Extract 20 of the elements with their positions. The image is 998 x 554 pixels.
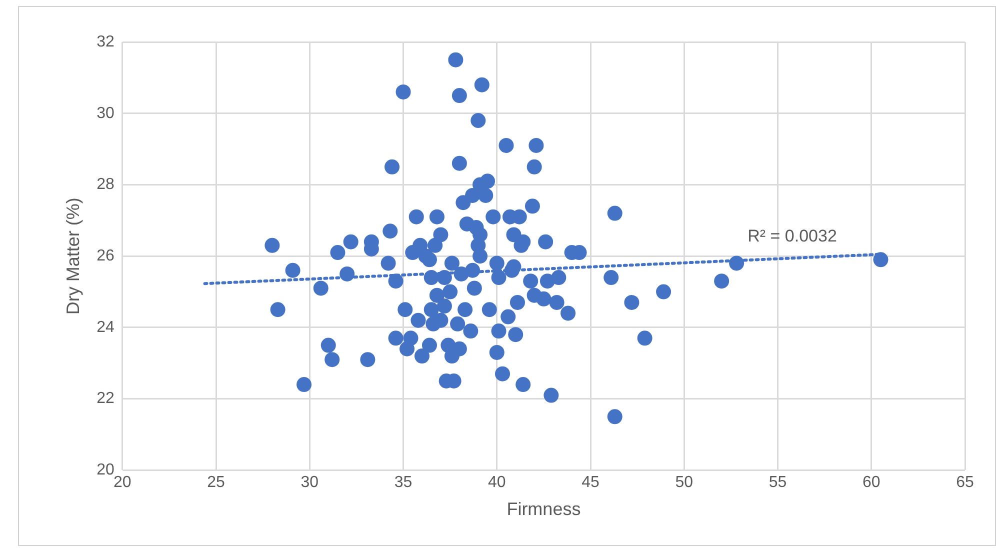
- x-axis-title: Firmness: [506, 499, 581, 520]
- annotation: R² = 0.0032: [748, 226, 837, 246]
- y-tick-label: 28: [96, 176, 114, 194]
- y-tick-label: 30: [96, 104, 114, 122]
- y-tick-label: 22: [96, 390, 114, 408]
- y-axis-title: Dry Matter (%): [62, 198, 83, 315]
- x-tick-label: 60: [862, 474, 880, 492]
- x-tick-label: 35: [394, 474, 412, 492]
- y-tick-label: 20: [96, 462, 114, 479]
- x-tick-label: 50: [675, 474, 694, 492]
- y-tick-label: 32: [96, 33, 114, 50]
- y-tick-label: 24: [96, 318, 114, 336]
- x-tick-label: 20: [114, 474, 132, 492]
- y-tick-label: 26: [96, 248, 114, 265]
- x-tick-label: 55: [768, 474, 787, 492]
- x-tick-label: 25: [207, 474, 226, 492]
- x-tick-label: 40: [488, 474, 506, 492]
- x-tick-label: 65: [956, 474, 974, 492]
- x-tick-label: 45: [582, 474, 600, 492]
- x-tick-label: 30: [300, 474, 319, 492]
